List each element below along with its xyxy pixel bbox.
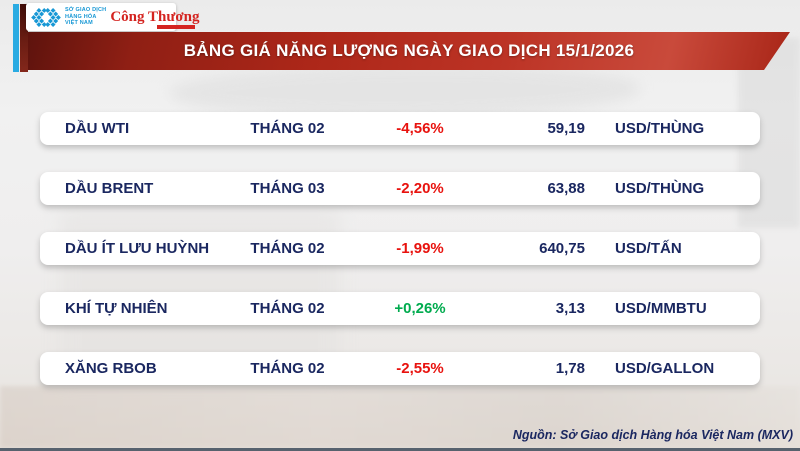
commodity-name: DẦU BRENT (65, 180, 154, 197)
mxv-logo-line: HÀNG HÓA (65, 13, 97, 20)
contract-month: THÁNG 02 (250, 240, 325, 257)
logo-card: SỞ GIAO DỊCH HÀNG HÓA VIỆT NAM Công Thươ… (26, 3, 199, 31)
mxv-logo-text: SỞ GIAO DỊCH HÀNG HÓA VIỆT NAM (65, 7, 106, 27)
percent-change: -2,55% (396, 360, 444, 377)
price-unit: USD/GALLON (615, 360, 715, 377)
mxv-logo-line: VIỆT NAM (65, 20, 93, 27)
mxv-logo-line: SỞ GIAO DỊCH (65, 7, 107, 14)
price-row-dau-wti: DẦU WTI THÁNG 02 -4,56% 59,19 USD/THÙNG (40, 112, 760, 145)
commodity-name: DẦU WTI (65, 120, 130, 137)
contract-month: THÁNG 02 (250, 300, 325, 317)
price-row-dau-brent: DẦU BRENT THÁNG 03 -2,20% 63,88 USD/THÙN… (40, 172, 760, 205)
commodity-name: XĂNG RBOB (65, 360, 157, 377)
percent-change: +0,26% (394, 300, 446, 317)
source-credit: Nguồn: Sở Giao dịch Hàng hóa Việt Nam (M… (512, 428, 793, 442)
price-row-khi-tu-nhien: KHÍ TỰ NHIÊN THÁNG 02 +0,26% 3,13 USD/MM… (40, 292, 760, 325)
contract-month: THÁNG 03 (250, 180, 325, 197)
price-table: DẦU WTI THÁNG 02 -4,56% 59,19 USD/THÙNG … (40, 112, 760, 412)
price-value: 3,13 (555, 300, 585, 317)
price-value: 63,88 (547, 180, 585, 197)
mxv-logo-icon (31, 7, 61, 27)
percent-change: -4,56% (396, 120, 444, 137)
price-unit: USD/TẤN (615, 240, 682, 257)
contract-month: THÁNG 02 (250, 120, 325, 137)
percent-change: -2,20% (396, 180, 444, 197)
congthuong-tagline-bar (157, 24, 196, 29)
price-value: 1,78 (555, 360, 585, 377)
congthuong-logo: Công Thương (110, 8, 200, 29)
background-decoration (170, 66, 640, 118)
price-unit: USD/MMBTU (615, 300, 707, 317)
accent-stripe-cyan (13, 4, 19, 72)
title-banner: BẢNG GIÁ NĂNG LƯỢNG NGÀY GIAO DỊCH 15/1/… (28, 32, 790, 70)
price-value: 640,75 (539, 240, 585, 257)
accent-stripe-maroon (20, 4, 28, 72)
price-row-dau-it-luu-huynh: DẦU ÍT LƯU HUỲNH THÁNG 02 -1,99% 640,75 … (40, 232, 760, 265)
background-decoration (0, 386, 800, 448)
commodity-name: KHÍ TỰ NHIÊN (65, 300, 168, 317)
percent-change: -1,99% (396, 240, 444, 257)
price-unit: USD/THÙNG (615, 180, 705, 197)
price-unit: USD/THÙNG (615, 120, 705, 137)
bottom-border-line (0, 448, 800, 451)
page-title: BẢNG GIÁ NĂNG LƯỢNG NGÀY GIAO DỊCH 15/1/… (183, 41, 635, 60)
price-value: 59,19 (547, 120, 585, 137)
congthuong-logo-text: Công Thương (110, 8, 200, 25)
commodity-name: DẦU ÍT LƯU HUỲNH (65, 240, 210, 257)
contract-month: THÁNG 02 (250, 360, 325, 377)
price-row-xang-rbob: XĂNG RBOB THÁNG 02 -2,55% 1,78 USD/GALLO… (40, 352, 760, 385)
